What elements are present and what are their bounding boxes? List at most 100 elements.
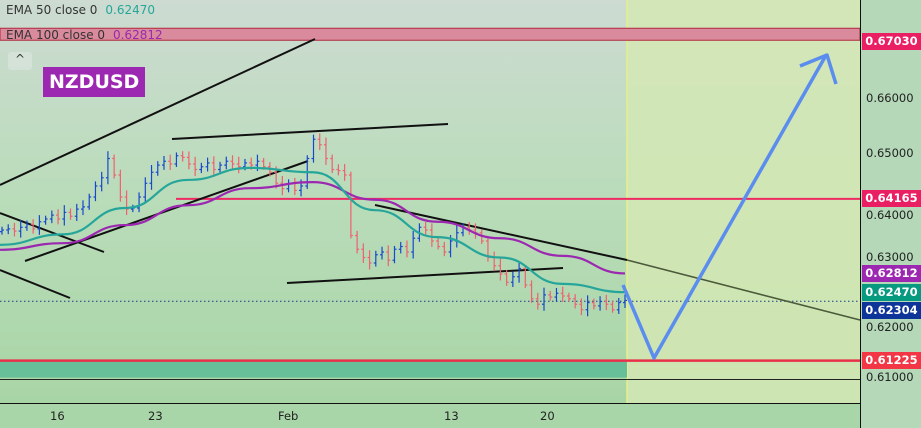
ema50-legend-value: 0.62470 (105, 3, 156, 17)
candle (230, 155, 235, 170)
ema100-price-label: 0.62812 (862, 264, 921, 282)
candle (56, 209, 61, 225)
ema100-legend[interactable]: EMA 100 close 0 0.62812 (6, 28, 163, 42)
candle (523, 265, 528, 288)
candle (323, 137, 328, 166)
horizontal-line-price-label: 0.64165 (862, 190, 921, 208)
candle (168, 154, 173, 170)
candle (218, 161, 223, 173)
candle (180, 151, 185, 162)
candle (535, 292, 540, 310)
candle (604, 294, 609, 311)
candle (529, 280, 534, 303)
candle (199, 162, 204, 174)
candle (236, 156, 241, 174)
candle (18, 219, 23, 238)
candle (342, 164, 347, 181)
trend-line[interactable] (286, 267, 564, 284)
symbol-label: NZDUSD (43, 67, 146, 97)
support-zone[interactable] (0, 361, 627, 378)
trend-line[interactable] (0, 269, 71, 299)
price-tick: 0.65000 (866, 146, 914, 160)
candle (610, 300, 615, 313)
time-tick: 16 (50, 409, 65, 423)
time-tick: 23 (148, 409, 163, 423)
candle (367, 250, 372, 270)
ema100-line[interactable] (0, 181, 626, 275)
candle (105, 151, 110, 185)
candle (442, 241, 447, 257)
candle (498, 258, 503, 281)
candle (205, 157, 210, 172)
candle (436, 237, 441, 250)
candle (361, 243, 366, 263)
candle (155, 161, 160, 176)
price-tick: 0.64000 (866, 208, 914, 223)
candle (336, 164, 341, 176)
time-tick: Feb (278, 409, 299, 423)
trend-line[interactable] (374, 204, 628, 261)
candle (579, 298, 584, 316)
candle (37, 215, 42, 235)
candle (517, 261, 522, 283)
candle (348, 171, 353, 239)
candle (566, 292, 571, 302)
candle (386, 245, 391, 267)
support-line-price-label: 0.61225 (862, 352, 921, 370)
trend-line-extension[interactable] (626, 259, 861, 321)
price-tick: 0.63000 (866, 249, 914, 264)
ema50-line[interactable] (0, 166, 626, 294)
candle (74, 203, 79, 222)
candle (49, 210, 54, 224)
time-tick: 13 (444, 409, 459, 423)
candle (118, 169, 123, 202)
time-tick: 20 (540, 409, 555, 423)
candle (573, 294, 578, 309)
candle (6, 224, 11, 235)
candle (542, 287, 547, 311)
candle (149, 164, 154, 190)
trend-line[interactable] (171, 123, 449, 140)
price-tick: 0.62000 (866, 319, 914, 334)
last-price-price-label: 0.62304 (862, 301, 921, 319)
price-tick: 0.61000 (866, 370, 914, 385)
candle (112, 154, 117, 179)
candle (373, 250, 378, 267)
chevron-up-icon[interactable]: ^ (8, 52, 32, 70)
projection-arrow[interactable] (621, 56, 827, 360)
resistance-zone-price-label: 0.67030 (862, 32, 921, 50)
candle (317, 133, 322, 151)
trend-line[interactable] (24, 160, 309, 262)
candle (211, 156, 216, 176)
trend-line[interactable] (0, 212, 105, 253)
ema50-legend[interactable]: EMA 50 close 0 0.62470 (6, 3, 155, 17)
candle (143, 177, 148, 203)
candle (423, 221, 428, 235)
trend-line[interactable] (0, 38, 316, 186)
candle (504, 270, 509, 286)
candle (330, 154, 335, 174)
candle (224, 156, 229, 170)
candle (186, 151, 191, 170)
candle (99, 171, 104, 192)
candle (12, 222, 17, 237)
candle (510, 271, 515, 288)
candle (137, 192, 142, 213)
candle (616, 297, 621, 314)
candle (548, 290, 553, 301)
candle (398, 241, 403, 254)
candle (87, 193, 92, 210)
candle (623, 294, 627, 308)
candle (404, 240, 409, 258)
ema100-legend-value: 0.62812 (113, 28, 163, 42)
ema100-legend-label: EMA 100 close 0 (6, 28, 106, 42)
candle (585, 295, 590, 317)
candle (560, 286, 565, 302)
candle (193, 156, 198, 177)
candle (31, 219, 36, 234)
candle (554, 287, 559, 302)
candle (68, 208, 73, 220)
candle (0, 226, 4, 235)
candle (311, 134, 316, 163)
